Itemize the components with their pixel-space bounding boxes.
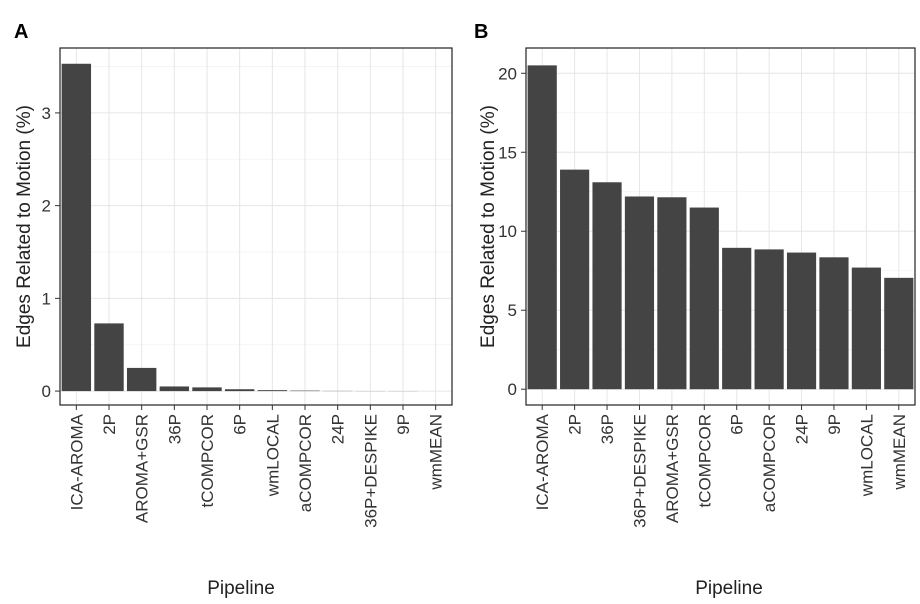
y-tick-label: 3 — [42, 104, 51, 123]
y-axis-title: Edges Related to Motion (%) — [14, 105, 35, 348]
bar-ICA-AROMA — [527, 65, 557, 390]
y-tick-label: 10 — [498, 222, 517, 241]
x-tick-label: 2P — [100, 414, 119, 435]
x-tick-label: wmMEAN — [890, 414, 909, 491]
bar-wmLOCAL — [257, 390, 288, 392]
y-tick-label: 5 — [508, 301, 517, 320]
bar-6P — [722, 247, 752, 390]
y-tick-label: 20 — [498, 64, 517, 83]
bar-36P — [159, 386, 190, 392]
bar-AROMA+GSR — [126, 367, 157, 392]
x-tick-label: ICA-AROMA — [533, 413, 552, 510]
x-tick-label: 36P+DESPIKE — [630, 414, 649, 528]
x-tick-label: wmLOCAL — [263, 414, 282, 497]
y-axis-title: Edges Related to Motion (%) — [478, 105, 499, 348]
bar-9P — [819, 257, 849, 390]
plot-border — [525, 47, 916, 406]
plot-border — [59, 47, 453, 406]
x-tick-label: 36P+DESPIKE — [361, 414, 380, 528]
x-tick-label: tCOMPCOR — [695, 414, 714, 508]
x-tick-label: 6P — [728, 414, 747, 435]
bar-24P — [786, 252, 817, 390]
y-tick-label: 2 — [42, 197, 51, 216]
bar-tCOMPCOR — [689, 207, 719, 390]
bar-36P — [592, 182, 622, 390]
bar-AROMA+GSR — [657, 197, 687, 390]
x-tick-label: aCOMPCOR — [296, 414, 315, 512]
x-tick-label: wmLOCAL — [857, 414, 876, 497]
x-tick-label: 36P — [165, 414, 184, 444]
x-tick-label: 36P — [598, 414, 617, 444]
bar-wmMEAN — [884, 277, 914, 390]
panel-letter: B — [474, 21, 488, 43]
x-tick-label: 9P — [394, 414, 413, 435]
x-tick-label: AROMA+GSR — [663, 414, 682, 523]
bar-tCOMPCOR — [192, 387, 222, 392]
bar-2P — [560, 169, 590, 390]
y-tick-label: 0 — [508, 380, 517, 399]
x-tick-label: wmMEAN — [427, 414, 446, 491]
chart-panel-b: B 0 5 10 15 20 ICA-AROMA 2P 36P 36P+DESPIKE AROMA+… — [474, 21, 916, 599]
panel-letter: A — [14, 21, 28, 43]
x-tick-label: 6P — [231, 414, 250, 435]
bar-36P+DESPIKE — [624, 196, 655, 390]
x-axis-title: Pipeline — [207, 578, 275, 599]
x-tick-label: aCOMPCOR — [760, 414, 779, 512]
x-axis-title: Pipeline — [695, 578, 763, 599]
x-tick-label: AROMA+GSR — [133, 414, 152, 523]
x-tick-label: 24P — [329, 414, 348, 444]
bar-aCOMPCOR — [754, 249, 784, 390]
bar-ICA-AROMA — [61, 63, 92, 392]
x-tick-label: 9P — [825, 414, 844, 435]
x-tick-label: 24P — [793, 414, 812, 444]
y-tick-label: 0 — [42, 382, 51, 401]
chart-panel-a: A 0 1 2 3 ICA-AROMA 2P AROMA+GSR 36P tCOMPCOR 6P wm… — [14, 21, 453, 599]
y-tick-label: 15 — [498, 143, 517, 162]
x-tick-label: ICA-AROMA — [67, 413, 86, 510]
bar-6P — [224, 389, 255, 392]
x-tick-label: 2P — [566, 414, 585, 435]
y-tick-label: 1 — [42, 289, 51, 308]
bar-wmLOCAL — [851, 267, 881, 390]
x-tick-label: tCOMPCOR — [198, 414, 217, 508]
bar-2P — [94, 323, 124, 392]
